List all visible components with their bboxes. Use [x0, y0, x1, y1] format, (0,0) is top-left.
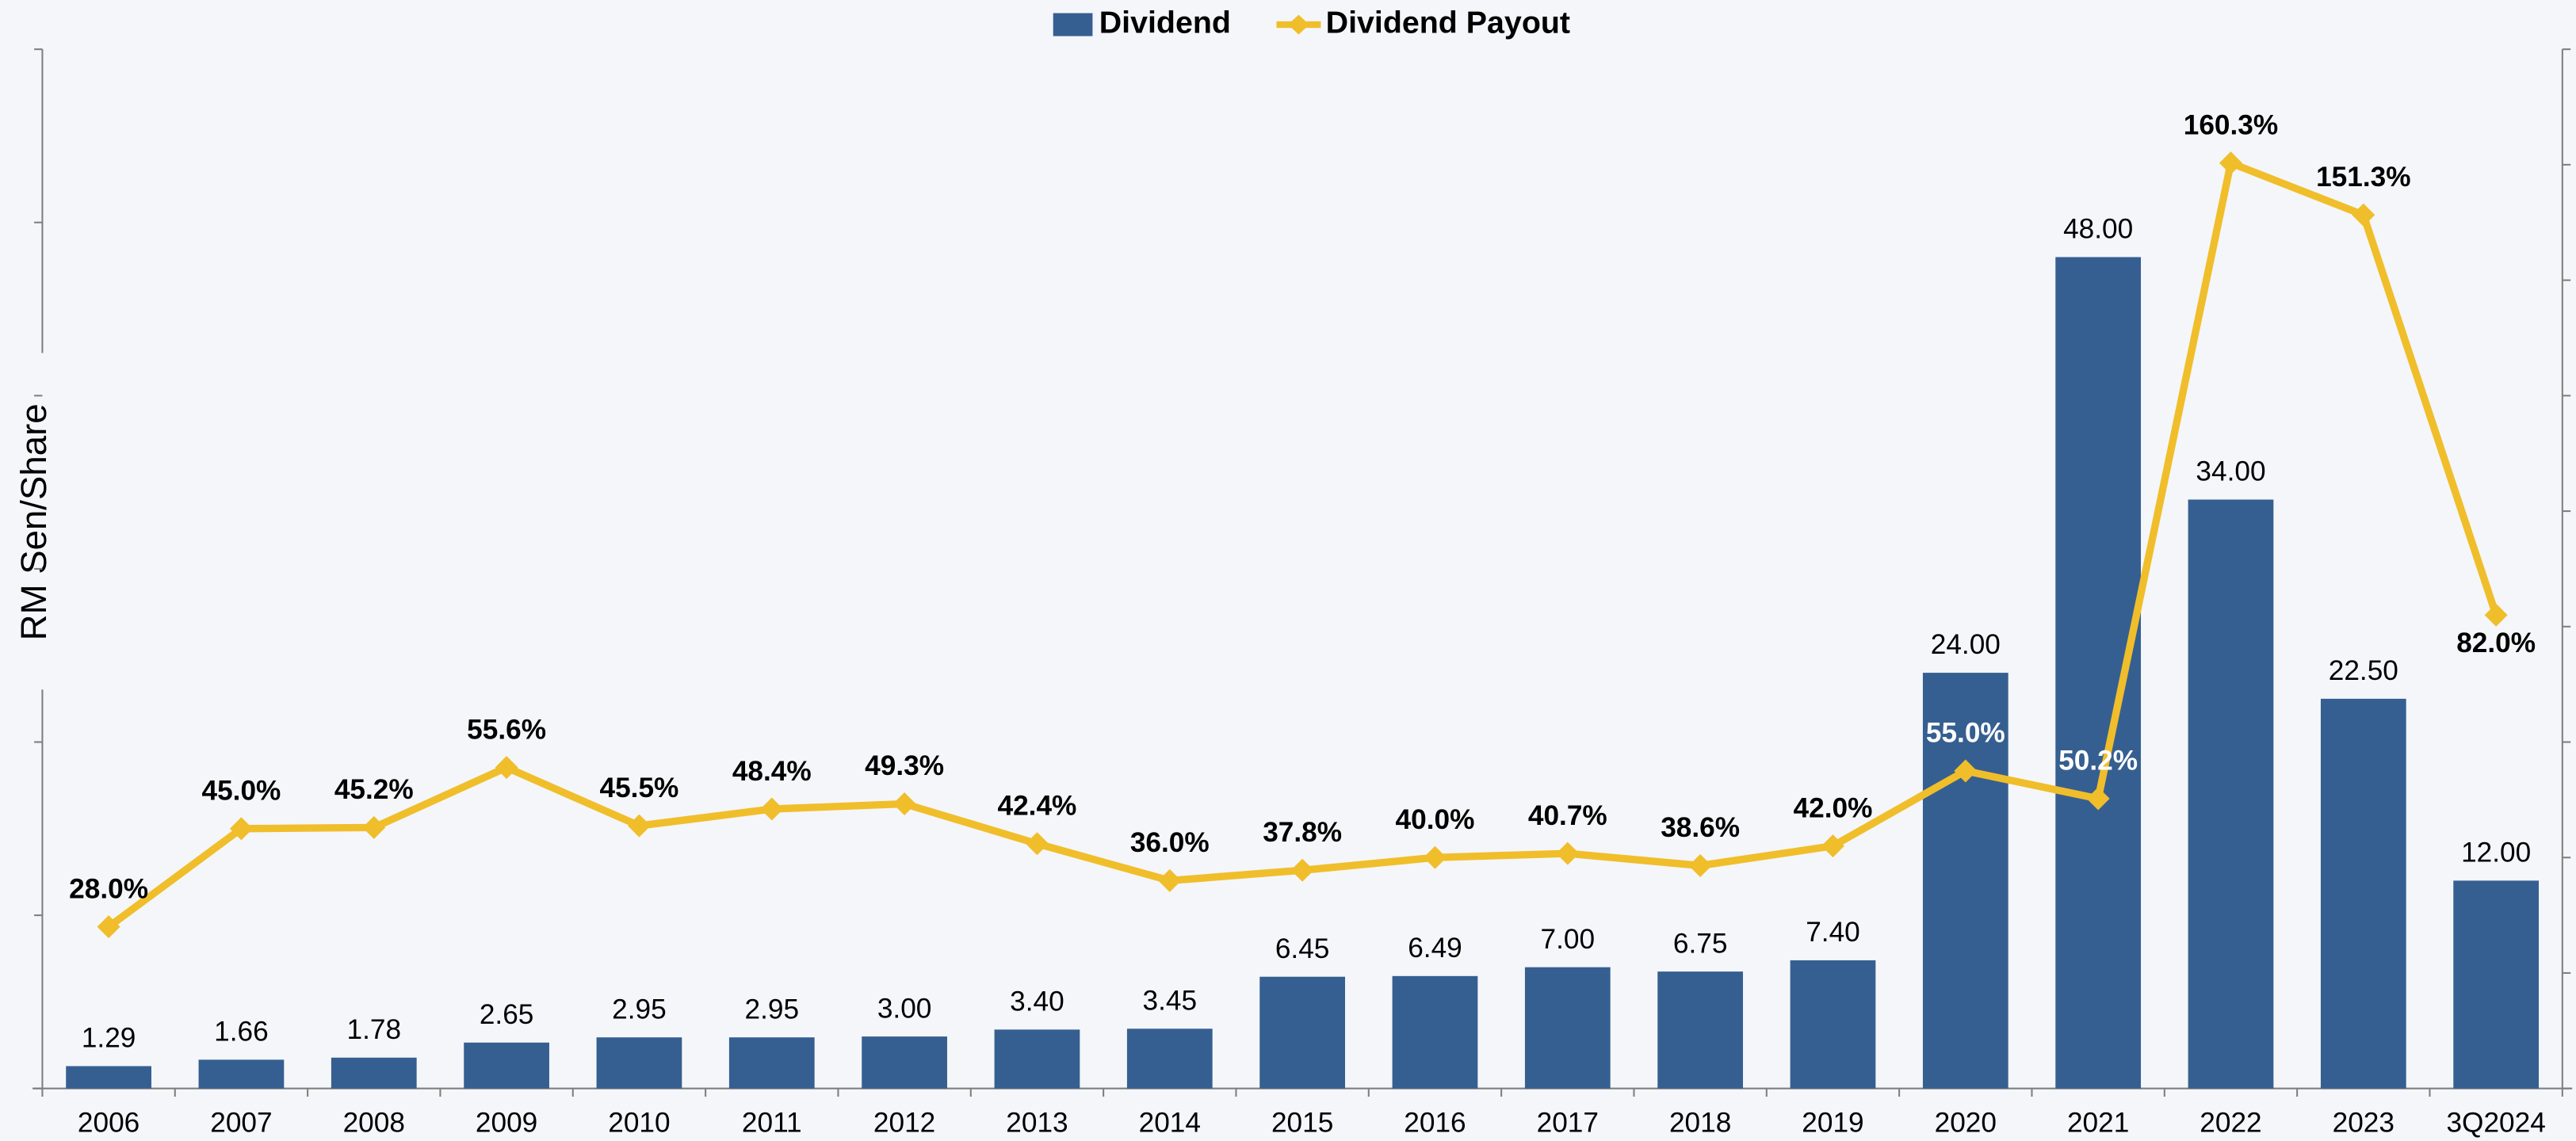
bar-label: 2.95 — [745, 994, 800, 1025]
bar-label: 48.00 — [2063, 214, 2133, 245]
bar-label: 1.29 — [82, 1023, 136, 1054]
payout-label: 37.8% — [1263, 817, 1342, 848]
payout-label: 49.3% — [865, 750, 944, 781]
payout-marker — [1290, 858, 1314, 882]
bar — [1392, 975, 1478, 1089]
bar-label: 7.40 — [1806, 917, 1860, 948]
legend-label: Dividend Payout — [1326, 5, 1570, 40]
bar-label: 34.00 — [2196, 456, 2265, 487]
bar — [198, 1059, 285, 1089]
payout-marker — [760, 797, 784, 821]
x-tick-label: 2022 — [2200, 1108, 2261, 1139]
payout-marker — [1954, 759, 1978, 783]
payout-marker — [2219, 151, 2242, 175]
payout-marker — [892, 792, 916, 815]
payout-label: 55.0% — [1926, 718, 2005, 749]
payout-marker — [1423, 845, 1447, 869]
bar — [464, 1042, 549, 1089]
bar — [596, 1037, 682, 1089]
payout-marker — [229, 817, 253, 841]
bar — [66, 1066, 151, 1089]
bar — [331, 1057, 417, 1089]
legend-swatch — [1288, 14, 1309, 35]
bar-label: 2.65 — [480, 999, 534, 1030]
payout-label: 160.3% — [2184, 109, 2278, 140]
payout-marker — [1025, 832, 1049, 856]
bar-label: 7.00 — [1541, 924, 1596, 955]
x-tick-label: 2012 — [873, 1108, 935, 1139]
x-tick-label: 2015 — [1271, 1108, 1333, 1139]
bar — [862, 1036, 947, 1089]
x-tick-label: 2007 — [210, 1108, 272, 1139]
bar — [1126, 1028, 1213, 1089]
bar-label: 24.00 — [1931, 629, 2001, 660]
x-tick-label: 2016 — [1404, 1108, 1466, 1139]
payout-marker — [2352, 203, 2375, 227]
x-tick-label: 2020 — [1935, 1108, 1997, 1139]
payout-label: 28.0% — [69, 873, 148, 904]
payout-label: 42.0% — [1794, 792, 1873, 823]
x-tick-label: 2008 — [343, 1108, 405, 1139]
payout-label: 48.4% — [732, 756, 812, 787]
bar-label: 3.45 — [1143, 985, 1198, 1016]
bar — [1657, 971, 1744, 1089]
x-tick-label: 2009 — [476, 1108, 537, 1139]
x-tick-label: 2019 — [1802, 1108, 1863, 1139]
legend-label: Dividend — [1099, 5, 1231, 40]
bar — [1524, 967, 1611, 1089]
bar — [1790, 960, 1876, 1089]
bar-label: 1.78 — [346, 1014, 401, 1045]
x-tick-label: 2011 — [742, 1108, 802, 1139]
payout-marker — [1556, 841, 1580, 865]
y-axis-label: RM Sen/Share — [13, 403, 54, 640]
payout-marker — [495, 756, 518, 780]
x-tick-label: 2023 — [2333, 1108, 2394, 1139]
payout-label: 42.4% — [998, 790, 1077, 821]
bar — [2320, 698, 2406, 1089]
payout-marker — [362, 815, 386, 839]
bar-label: 3.00 — [877, 993, 932, 1024]
bar — [2188, 499, 2274, 1089]
x-tick-label: 2018 — [1669, 1108, 1731, 1139]
bar — [994, 1029, 1080, 1089]
bar-label: 2.95 — [612, 994, 667, 1025]
payout-marker — [627, 814, 651, 838]
legend-swatch — [1053, 13, 1093, 36]
payout-label: 55.6% — [467, 714, 546, 745]
bar — [1922, 673, 2008, 1089]
payout-label: 45.0% — [201, 776, 281, 807]
bar-label: 6.49 — [1408, 933, 1462, 964]
bar-label: 12.00 — [2461, 838, 2531, 868]
payout-label: 151.3% — [2316, 162, 2410, 193]
bar-label: 1.66 — [214, 1017, 269, 1048]
payout-label: 82.0% — [2456, 628, 2536, 658]
payout-label: 36.0% — [1130, 827, 1210, 858]
x-tick-label: 2017 — [1537, 1108, 1599, 1139]
payout-label: 50.2% — [2058, 746, 2138, 777]
x-tick-label: 2013 — [1006, 1108, 1068, 1139]
bar-label: 6.45 — [1275, 933, 1330, 964]
payout-label: 45.5% — [600, 773, 679, 803]
x-tick-label: 3Q2024 — [2446, 1108, 2545, 1139]
payout-marker — [1158, 868, 1182, 892]
bar-label: 22.50 — [2329, 655, 2398, 686]
x-tick-label: 2021 — [2067, 1108, 2129, 1139]
bar — [2453, 880, 2540, 1089]
x-tick-label: 2010 — [608, 1108, 670, 1139]
payout-label: 40.7% — [1528, 800, 1607, 831]
bar-label: 6.75 — [1673, 928, 1728, 959]
x-tick-label: 2014 — [1139, 1108, 1201, 1139]
x-tick-label: 2006 — [78, 1108, 140, 1139]
payout-marker — [1821, 834, 1844, 858]
payout-label: 38.6% — [1661, 812, 1740, 843]
bar-label: 3.40 — [1010, 986, 1064, 1017]
payout-label: 40.0% — [1396, 804, 1475, 835]
bar — [728, 1037, 815, 1089]
payout-marker — [2484, 603, 2508, 627]
payout-marker — [1688, 853, 1712, 877]
payout-label: 45.2% — [334, 774, 414, 805]
bar — [1259, 976, 1345, 1089]
